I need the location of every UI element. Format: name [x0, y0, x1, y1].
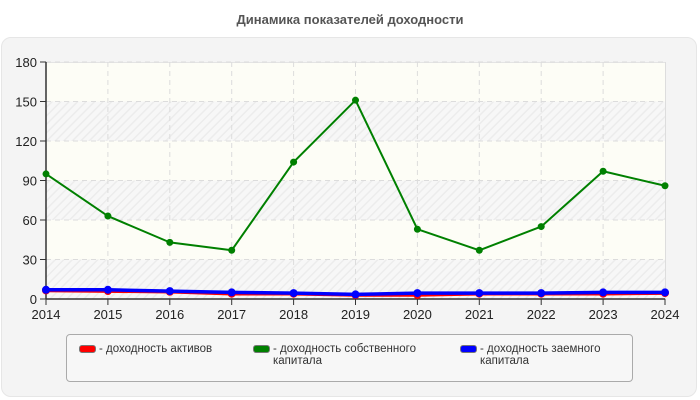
- x-tick-label: 2017: [217, 307, 246, 322]
- red-swatch-icon: [79, 345, 96, 353]
- legend: - доходность активов - доходность собств…: [66, 334, 633, 382]
- legend-item-equity[interactable]: - доходность собственного капитала: [253, 343, 416, 367]
- data-point[interactable]: [351, 290, 360, 299]
- legend-label: - доходность активов: [99, 343, 213, 355]
- x-tick-label: 2019: [341, 307, 370, 322]
- x-tick-label: 2021: [465, 307, 494, 322]
- green-swatch-icon: [253, 345, 270, 353]
- data-point[interactable]: [289, 289, 298, 298]
- x-tick-label: 2024: [651, 307, 680, 322]
- data-point[interactable]: [290, 158, 298, 166]
- data-point[interactable]: [661, 288, 669, 297]
- data-point[interactable]: [413, 289, 422, 298]
- data-point[interactable]: [475, 246, 483, 254]
- data-point[interactable]: [599, 167, 607, 175]
- x-tick-label: 2022: [527, 307, 556, 322]
- data-point[interactable]: [166, 238, 174, 246]
- legend-label: - доходность собственного капитала: [273, 343, 416, 367]
- data-point[interactable]: [661, 182, 669, 190]
- data-series: [42, 96, 669, 300]
- data-point[interactable]: [352, 96, 359, 104]
- data-point[interactable]: [228, 246, 236, 254]
- blue-swatch-icon: [460, 345, 477, 353]
- chart-title: Динамика показателей доходности: [236, 12, 464, 27]
- axes: 0 30 60 90 120 150 180 2014 2015 2016 2017 2018 2019…: [15, 55, 679, 322]
- data-point[interactable]: [227, 288, 236, 297]
- y-tick-label: 30: [23, 253, 37, 268]
- legend-label: - доходность заемного капитала: [480, 343, 601, 367]
- legend-item-assets[interactable]: - доходность активов: [79, 343, 212, 355]
- y-tick-label: 120: [15, 134, 37, 149]
- x-tick-label: 2020: [403, 307, 432, 322]
- x-tick-label: 2014: [32, 307, 61, 322]
- x-tick-label: 2018: [279, 307, 308, 322]
- y-tick-label: 60: [23, 213, 37, 228]
- y-tick-label: 150: [15, 95, 37, 110]
- y-tick-label: 0: [30, 292, 37, 307]
- legend-item-debt[interactable]: - доходность заемного капитала: [460, 343, 600, 367]
- data-point[interactable]: [103, 285, 112, 294]
- data-point[interactable]: [475, 289, 484, 298]
- data-point[interactable]: [42, 170, 50, 178]
- plot-right-edge: [665, 62, 666, 299]
- data-point[interactable]: [537, 223, 545, 231]
- y-tick-label: 90: [23, 174, 37, 189]
- x-tick-label: 2016: [155, 307, 184, 322]
- x-tick-label: 2015: [93, 307, 122, 322]
- data-point[interactable]: [537, 289, 546, 298]
- data-point[interactable]: [413, 225, 421, 233]
- y-tick-label: 180: [15, 55, 37, 70]
- data-point[interactable]: [104, 212, 112, 220]
- data-point[interactable]: [165, 287, 174, 296]
- x-tick-label: 2023: [589, 307, 618, 322]
- data-point[interactable]: [42, 285, 50, 294]
- data-point[interactable]: [599, 288, 608, 297]
